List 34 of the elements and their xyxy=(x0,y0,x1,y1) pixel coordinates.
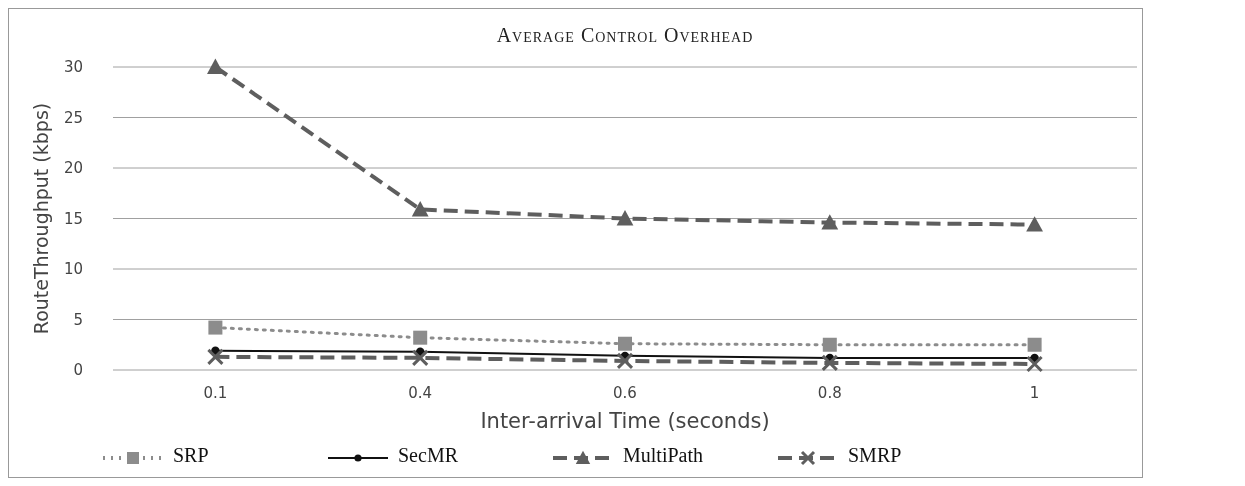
x-tick-label: 0.8 xyxy=(817,384,842,402)
y-tick-label: 25 xyxy=(63,108,83,127)
y-axis-title: RouteThroughput (kbps) xyxy=(30,102,52,335)
point xyxy=(616,210,634,226)
point xyxy=(618,336,632,351)
point xyxy=(413,330,428,345)
legend-label: SMRP xyxy=(848,444,902,466)
x-tick-label: 1 xyxy=(1029,384,1040,402)
legend-label: SRP xyxy=(173,444,209,466)
x-axis-title: Inter-arrival Time (seconds) xyxy=(480,409,770,433)
y-tick-label: 30 xyxy=(63,58,83,77)
point xyxy=(411,349,429,367)
point xyxy=(1026,355,1044,373)
x-tick-label: 0.6 xyxy=(613,384,637,402)
point xyxy=(821,214,839,230)
point xyxy=(616,352,634,370)
y-tick-label: 0 xyxy=(73,361,83,380)
point xyxy=(208,320,223,335)
y-tick-label: 15 xyxy=(63,209,83,228)
y-tick-label: 5 xyxy=(73,310,83,329)
legend-label: SecMR xyxy=(398,444,459,466)
point xyxy=(411,201,429,217)
x-tick-label: 0.4 xyxy=(408,384,433,402)
point xyxy=(821,354,839,372)
x-tick-label: 0.1 xyxy=(203,384,228,402)
point xyxy=(822,337,837,352)
y-tick-label: 10 xyxy=(63,260,83,279)
legend-label: MultiPath xyxy=(623,444,704,466)
point xyxy=(207,58,224,74)
point xyxy=(1027,337,1042,352)
point xyxy=(206,348,224,366)
point xyxy=(1026,216,1043,232)
chart-title: Average Control Overhead xyxy=(496,24,754,46)
y-tick-label: 20 xyxy=(63,159,83,178)
